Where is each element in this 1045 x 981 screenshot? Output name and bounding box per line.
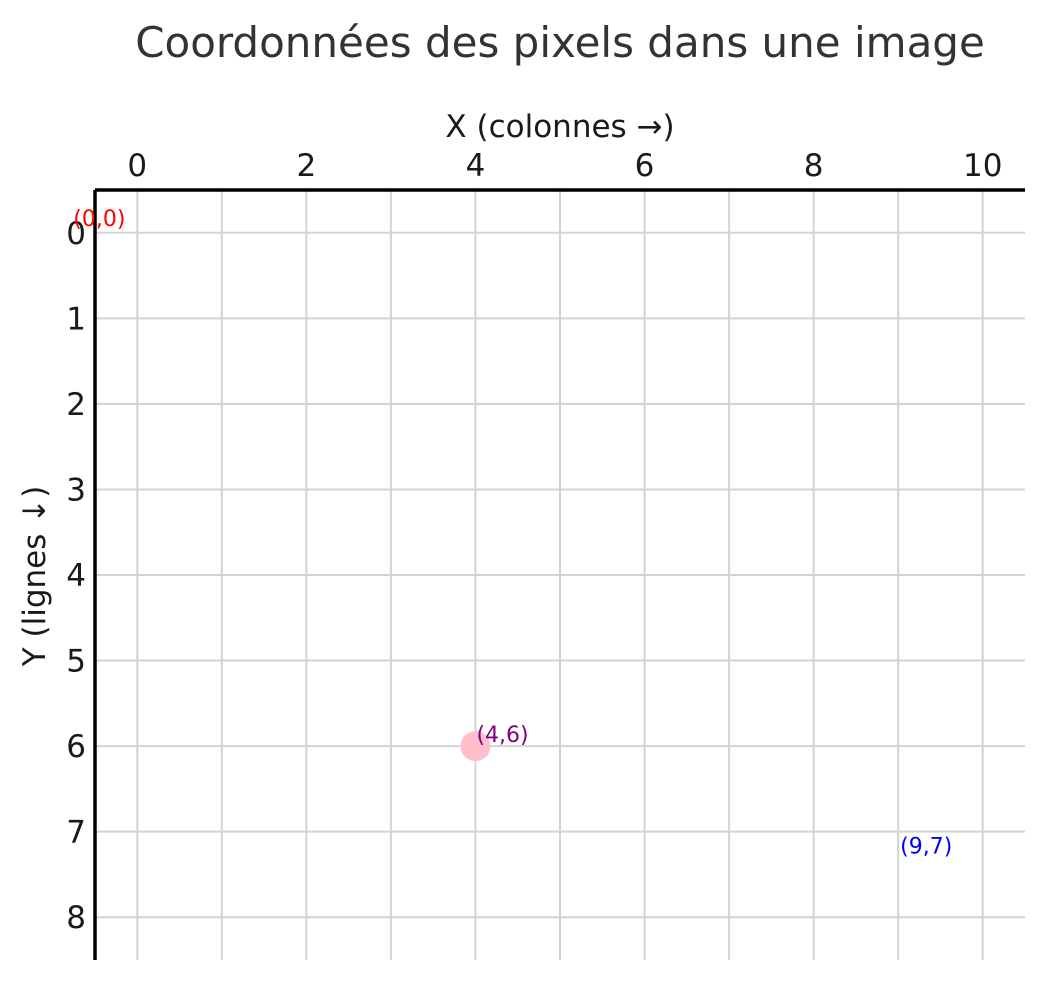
data-point (460, 731, 491, 762)
y-tick-label: 7 (66, 815, 86, 851)
annotations: (0,0) (4,6) (9,7) (73, 207, 952, 860)
y-axis-label: Y (lignes ↓) (17, 486, 53, 668)
x-tick-label: 4 (466, 148, 486, 184)
x-tick-label: 10 (963, 148, 1002, 184)
y-tick-label: 1 (66, 301, 86, 337)
x-tick-label: 6 (635, 148, 655, 184)
tick-labels: 0 2 4 6 8 10 0 1 2 3 4 5 6 7 8 (66, 148, 1002, 936)
axes (93, 188, 1025, 960)
y-tick-label: 5 (66, 644, 86, 680)
x-axis-label: X (colonnes →) (445, 109, 674, 145)
annotation-label: (0,0) (73, 207, 125, 232)
y-tick-label: 8 (66, 900, 86, 936)
y-tick-label: 3 (66, 472, 86, 508)
chart-title: Coordonnées des pixels dans une image (135, 18, 985, 67)
x-tick-label: 8 (804, 148, 824, 184)
y-tick-label: 6 (66, 729, 86, 765)
annotation-label: (9,7) (900, 835, 952, 860)
annotation-label: (4,6) (476, 723, 528, 748)
grid-lines (95, 190, 1025, 960)
x-tick-label: 0 (127, 148, 147, 184)
y-tick-label: 2 (66, 387, 86, 423)
y-tick-label: 4 (66, 558, 86, 594)
y-tick-label: 0 (66, 216, 86, 252)
data-points (460, 731, 491, 762)
x-tick-label: 2 (296, 148, 316, 184)
